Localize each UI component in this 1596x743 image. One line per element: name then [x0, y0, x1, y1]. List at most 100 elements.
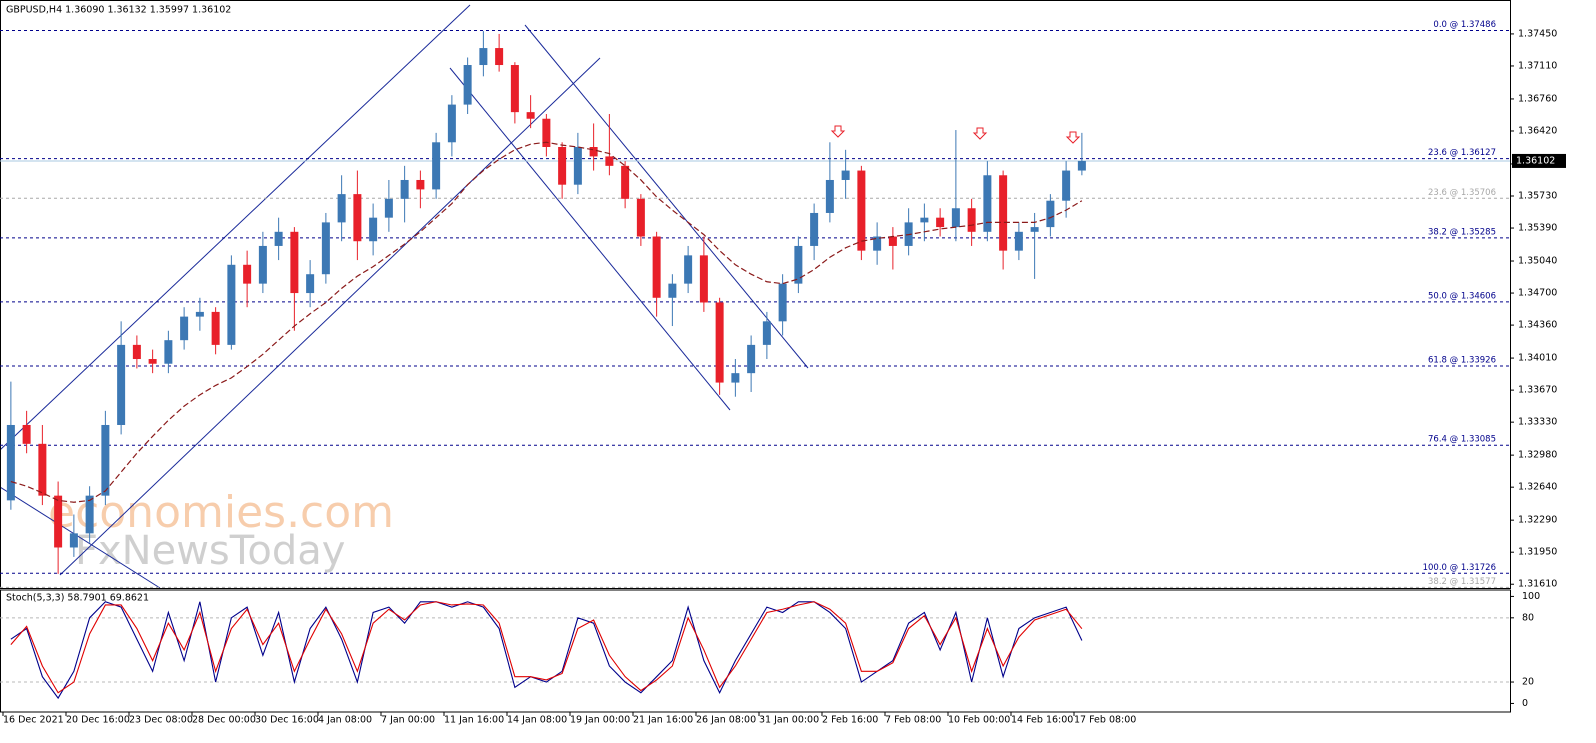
channel-line: [449, 67, 731, 411]
candle-body: [400, 179, 409, 199]
candle-body: [526, 112, 535, 119]
candle-body: [447, 104, 456, 143]
y-tick-label: 100: [1522, 591, 1540, 602]
x-tick-label: 26 Jan 08:00: [696, 715, 756, 726]
candle-body: [794, 245, 803, 284]
candle-body: [951, 208, 960, 228]
candle-body: [69, 533, 78, 548]
candle-body: [920, 217, 929, 223]
x-tick-label: 20 Dec 16:00: [66, 715, 130, 726]
y-tick-label: 1.34360: [1518, 320, 1557, 331]
y-tick-label: 80: [1522, 612, 1534, 623]
candle-body: [243, 264, 252, 284]
channel-line: [0, 4, 471, 451]
candle-body: [1077, 160, 1086, 171]
x-tick-label: 2 Feb 16:00: [822, 715, 878, 726]
candle-body: [463, 65, 472, 105]
candle-body: [825, 179, 834, 213]
x-tick-label: 14 Jan 08:00: [507, 715, 567, 726]
candle-body: [416, 179, 425, 190]
current-price-tag: [1512, 153, 1566, 168]
arrow: [972, 127, 988, 140]
signal-arrows: [830, 125, 1081, 144]
candle-body: [290, 231, 299, 294]
candle-body: [227, 264, 236, 345]
x-tick-label: 17 Feb 08:00: [1074, 715, 1136, 726]
candle-body: [85, 495, 94, 534]
x-tick-label: 21 Jan 16:00: [633, 715, 693, 726]
x-tick-label: 30 Dec 16:00: [255, 715, 319, 726]
y-tick-label: 1.33670: [1518, 385, 1557, 396]
candle-body: [101, 424, 110, 496]
stoch-line: [10, 601, 1083, 700]
candle-body: [542, 118, 551, 147]
x-tick-label: 16 Dec 2021: [3, 715, 64, 726]
y-tick-label: 1.36760: [1518, 93, 1557, 104]
x-tick-label: 19 Jan 00:00: [570, 715, 630, 726]
x-tick-label: 4 Jan 08:00: [318, 715, 372, 726]
candle-body: [195, 311, 204, 317]
arrow: [830, 125, 846, 138]
candle-body: [22, 424, 31, 444]
x-tick-label: 10 Feb 00:00: [948, 715, 1010, 726]
candle-body: [967, 208, 976, 232]
channels: [0, 4, 809, 589]
channel-line: [0, 486, 161, 589]
candle-body: [873, 236, 882, 251]
y-tick-label: 1.34010: [1518, 353, 1557, 364]
x-tick-label: 11 Jan 16:00: [444, 715, 504, 726]
plot-frame: [0, 0, 1511, 589]
fib-label: 61.8 @ 1.33926: [1428, 355, 1496, 365]
candle-body: [684, 255, 693, 284]
candle-body: [558, 147, 567, 185]
x-tick-label: 14 Feb 16:00: [1011, 715, 1073, 726]
y-tick-label: 1.33330: [1518, 417, 1557, 428]
indicator-title: Stoch(5,3,3) 58.7901 69.8621: [6, 593, 149, 604]
fib-label: 38.2 @ 1.31577: [1428, 577, 1496, 587]
y-tick-label: 1.32640: [1518, 482, 1557, 493]
stoch-line: [10, 601, 1083, 694]
candle-body: [1014, 231, 1023, 251]
candle-body: [810, 212, 819, 246]
moving-average: [10, 141, 1083, 503]
y-tick-label: 1.35040: [1518, 256, 1557, 267]
candle-body: [652, 236, 661, 298]
indicator-frame: [0, 589, 1511, 713]
fib-label: 23.6 @ 1.35706: [1428, 188, 1496, 198]
arrow: [1065, 131, 1081, 144]
y-tick-label: 1.34700: [1518, 288, 1557, 299]
fib-label: 0.0 @ 1.37486: [1433, 20, 1496, 30]
candle-body: [38, 443, 47, 496]
fib-label: 76.4 @ 1.33085: [1428, 435, 1496, 445]
x-tick-label: 23 Dec 08:00: [129, 715, 193, 726]
candle-body: [6, 424, 15, 501]
candle-body: [762, 321, 771, 345]
candle-body: [589, 147, 598, 157]
y-tick-label: 1.31950: [1518, 547, 1557, 558]
y-tick-label: 1.31610: [1518, 579, 1557, 590]
candle-body: [983, 175, 992, 232]
candle-body: [636, 198, 645, 237]
candle-body: [573, 147, 582, 185]
candle-body: [857, 170, 866, 251]
candle-body: [778, 283, 787, 322]
y-tick-label: 1.35390: [1518, 223, 1557, 234]
candle-body: [274, 231, 283, 246]
candle-body: [432, 142, 441, 190]
candle-body: [888, 236, 897, 246]
candle-body: [936, 217, 945, 228]
candle-body: [1062, 170, 1071, 201]
candle-body: [164, 340, 173, 364]
candle-body: [54, 495, 63, 548]
candle-body: [1046, 200, 1055, 228]
candle-body: [495, 48, 504, 66]
y-tick-label: 0: [1522, 698, 1528, 709]
candle-body: [731, 373, 740, 383]
y-tick-label: 20: [1522, 677, 1534, 688]
candle-body: [148, 359, 157, 364]
candle-body: [321, 222, 330, 275]
x-tick-label: 31 Jan 00:00: [759, 715, 819, 726]
candle-body: [384, 198, 393, 218]
